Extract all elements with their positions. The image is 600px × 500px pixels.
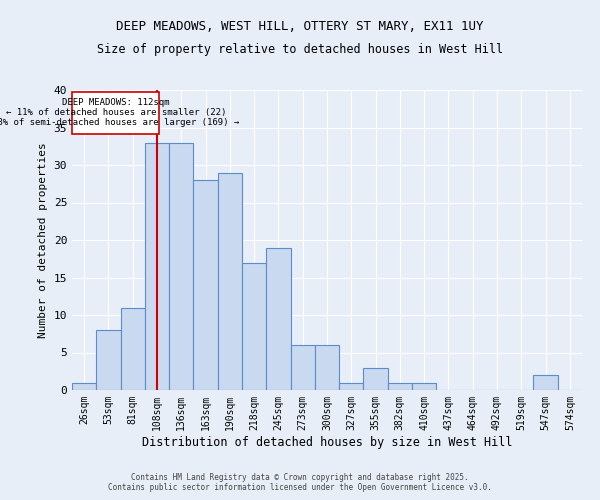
Bar <box>121 308 145 390</box>
Bar <box>242 262 266 390</box>
Text: DEEP MEADOWS: 112sqm
← 11% of detached houses are smaller (22)
88% of semi-detac: DEEP MEADOWS: 112sqm ← 11% of detached h… <box>0 98 239 128</box>
Bar <box>96 330 121 390</box>
Bar <box>533 375 558 390</box>
Bar <box>266 248 290 390</box>
Bar <box>412 382 436 390</box>
Bar <box>145 142 169 390</box>
Bar <box>388 382 412 390</box>
Text: DEEP MEADOWS, WEST HILL, OTTERY ST MARY, EX11 1UY: DEEP MEADOWS, WEST HILL, OTTERY ST MARY,… <box>116 20 484 33</box>
Bar <box>339 382 364 390</box>
Bar <box>193 180 218 390</box>
Bar <box>290 345 315 390</box>
Bar <box>218 172 242 390</box>
Bar <box>364 368 388 390</box>
Bar <box>169 142 193 390</box>
X-axis label: Distribution of detached houses by size in West Hill: Distribution of detached houses by size … <box>142 436 512 448</box>
Bar <box>72 382 96 390</box>
Text: Contains HM Land Registry data © Crown copyright and database right 2025.
Contai: Contains HM Land Registry data © Crown c… <box>108 473 492 492</box>
Text: Size of property relative to detached houses in West Hill: Size of property relative to detached ho… <box>97 42 503 56</box>
FancyBboxPatch shape <box>72 92 160 134</box>
Bar <box>315 345 339 390</box>
Y-axis label: Number of detached properties: Number of detached properties <box>38 142 48 338</box>
